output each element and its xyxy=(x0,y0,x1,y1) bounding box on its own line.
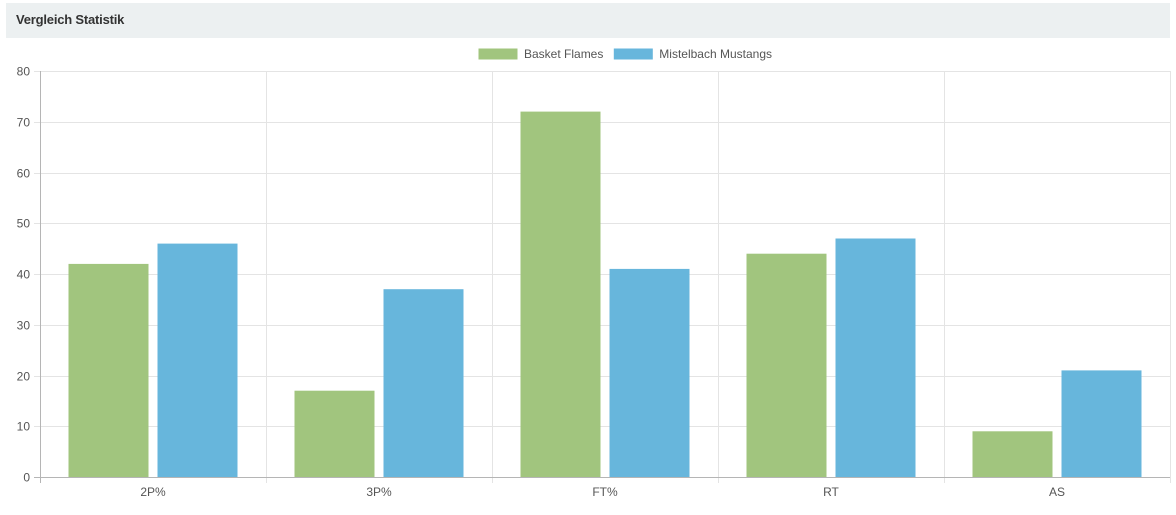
x-tick-label: FT% xyxy=(592,485,618,499)
y-tick-label: 0 xyxy=(23,471,30,485)
y-tick-label: 70 xyxy=(17,116,31,130)
y-tick-label: 20 xyxy=(17,370,31,384)
bar-2p-series-1 xyxy=(158,244,238,477)
y-tick-label: 50 xyxy=(17,217,31,231)
page: Vergleich Statistik 0 10 20 30 40 50 60 70 80 2P%… xyxy=(0,0,1176,515)
legend-swatch-0 xyxy=(478,48,518,60)
bar-as-series-0 xyxy=(973,431,1053,477)
y-tick-label: 60 xyxy=(17,167,31,181)
x-tick-label: AS xyxy=(1049,485,1065,499)
legend-swatch-1 xyxy=(613,48,653,60)
bar-rt-series-1 xyxy=(836,239,916,478)
x-tick-label: RT xyxy=(823,485,839,499)
bar-ft-series-1 xyxy=(610,269,690,477)
y-tick-label: 10 xyxy=(17,420,31,434)
bar-3p-series-0 xyxy=(295,391,375,477)
legend-label-1: Mistelbach Mustangs xyxy=(659,47,772,61)
y-tick-label: 30 xyxy=(17,319,31,333)
x-tick-label: 3P% xyxy=(366,485,392,499)
bar-3p-series-1 xyxy=(384,289,464,477)
x-tick-label: 2P% xyxy=(140,485,166,499)
bar-as-series-1 xyxy=(1062,370,1142,477)
bars xyxy=(69,112,1142,477)
legend: Basket Flames Mistelbach Mustangs xyxy=(478,47,772,61)
bar-ft-series-0 xyxy=(521,112,601,477)
comparison-bar-chart: 0 10 20 30 40 50 60 70 80 2P% 3P% FT% RT AS Basket Fl… xyxy=(0,0,1176,515)
legend-label-0: Basket Flames xyxy=(524,47,603,61)
bar-rt-series-0 xyxy=(747,254,827,477)
y-tick-label: 80 xyxy=(17,65,31,79)
bar-2p-series-0 xyxy=(69,264,149,477)
y-tick-label: 40 xyxy=(17,268,31,282)
